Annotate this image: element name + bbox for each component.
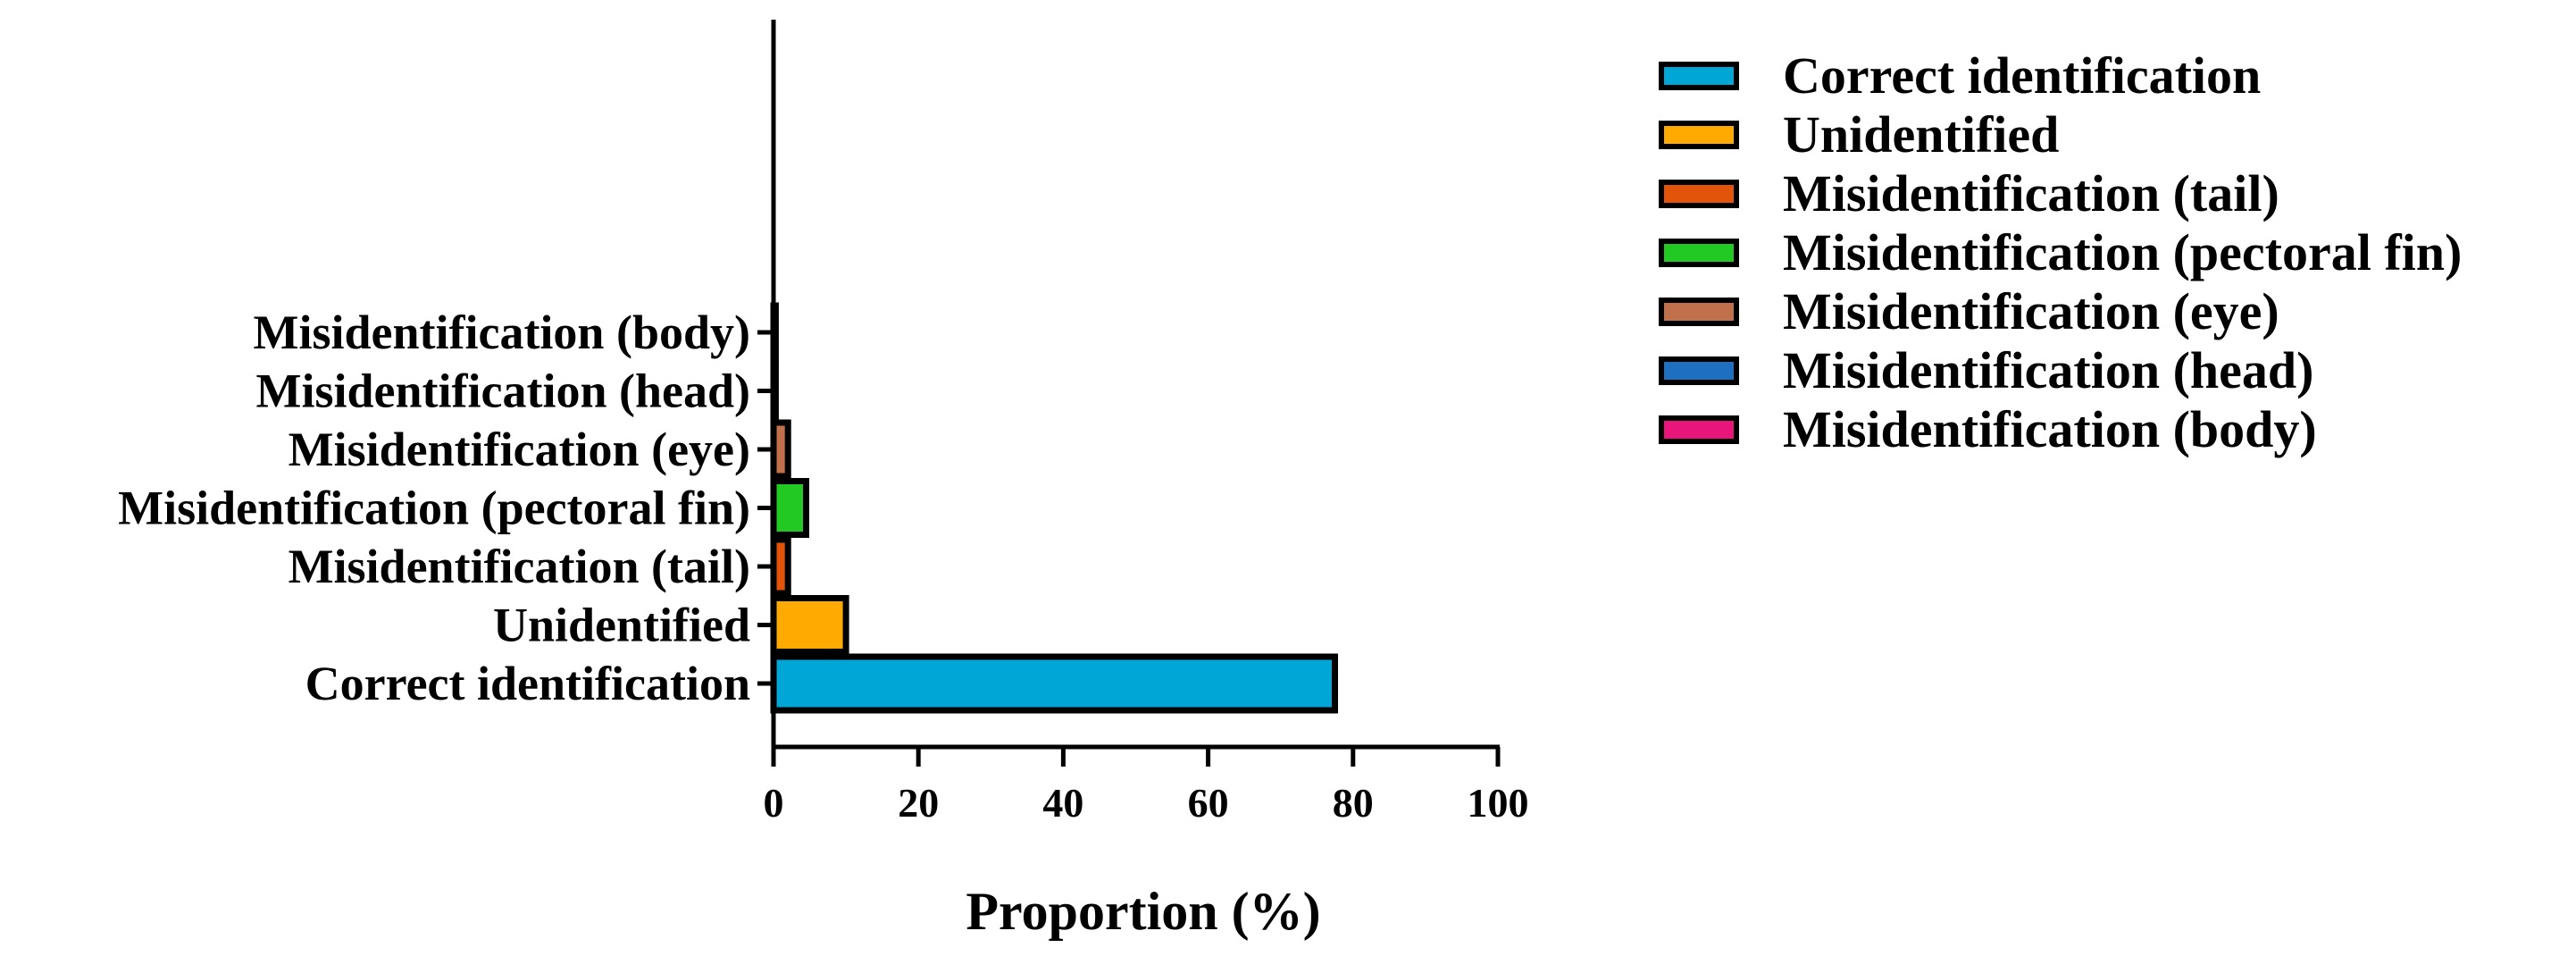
x-tick-label: 80 [1333,780,1374,826]
legend-label: Misidentification (head) [1783,341,2313,399]
x-tick-label: 100 [1468,780,1529,826]
y-tick-label: Misidentification (tail) [289,540,750,593]
legend-label: Correct identification [1783,46,2261,105]
legend-swatch [1659,415,1739,444]
x-tick-label: 0 [764,780,784,826]
legend-label: Misidentification (pectoral fin) [1783,223,2462,281]
y-tick-label: Correct identification [305,657,750,710]
y-tick-label: Misidentification (eye) [289,423,750,476]
y-tick-label: Misidentification (head) [256,365,750,418]
legend-swatch [1659,356,1739,385]
legend-swatch [1659,62,1739,90]
legend-swatch [1659,239,1739,267]
x-tick-label: 60 [1188,780,1229,826]
y-tick-label: Unidentified [493,599,750,652]
legend-label: Misidentification (tail) [1783,164,2279,222]
bar-misidentification-pectoral-fin [770,478,809,538]
legend-swatch [1659,180,1739,208]
legend: Correct identificationUnidentifiedMiside… [1659,46,2462,458]
bar-correct-identification [770,653,1339,714]
x-tick-label: 20 [898,780,939,826]
bar-unidentified [770,595,849,655]
legend-label: Misidentification (eye) [1783,282,2279,340]
x-axis-title: Proportion (%) [966,882,1320,941]
legend-label: Unidentified [1783,105,2059,164]
y-tick-label: Misidentification (pectoral fin) [118,482,750,535]
y-tick-label: Misidentification (body) [253,306,750,359]
legend-swatch [1659,298,1739,326]
legend-swatch [1659,121,1739,149]
x-tick-label: 40 [1042,780,1083,826]
legend-label: Misidentification (body) [1783,400,2317,458]
